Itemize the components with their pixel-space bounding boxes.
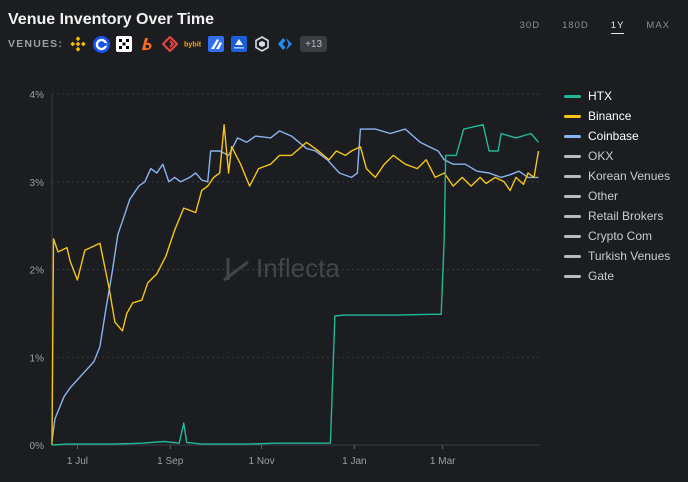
more-venues-badge[interactable]: +13 [300,36,328,52]
legend-item-retail-brokers[interactable]: Retail Brokers [564,206,670,226]
legend-swatch [564,94,581,98]
legend-swatch [564,154,581,158]
legend-item-other[interactable]: Other [564,186,670,206]
upbit-icon[interactable] [230,35,248,53]
page-title: Venue Inventory Over Time [8,11,215,28]
legend-item-okx[interactable]: OKX [564,146,670,166]
legend-label: OKX [588,149,614,163]
legend-label: HTX [588,89,612,103]
x-tick-label: 1 Jan [342,456,366,467]
binance-icon[interactable] [69,35,87,53]
bitget-icon[interactable] [138,35,156,53]
legend-swatch [564,114,581,118]
legend-item-htx[interactable]: HTX [564,86,670,106]
chart-legend: HTX Binance Coinbase OKX Korean Venues O… [564,86,670,286]
legend-swatch [564,174,581,178]
coinbase-icon[interactable] [92,35,110,53]
venues-row: VENUES: bybit +13 [8,35,328,53]
inflecta-logo-icon [223,257,249,281]
range-tab-max[interactable]: MAX [646,20,670,31]
range-tab-180d[interactable]: 180D [562,20,589,31]
range-tabs: 30D 180D 1Y MAX [498,20,670,34]
legend-label: Binance [588,109,632,123]
cryptocom-icon[interactable] [253,35,271,53]
y-tick-label: 2% [30,266,45,277]
watermark-text: Inflecta [256,253,340,283]
x-tick-label: 1 Mar [430,456,456,467]
legend-swatch [564,234,581,238]
legend-swatch [564,274,581,278]
legend-item-coinbase[interactable]: Coinbase [564,126,670,146]
legend-swatch [564,254,581,258]
svg-text:bybit: bybit [184,40,202,49]
bybit-icon[interactable]: bybit [184,35,202,53]
bitbank-icon[interactable] [207,35,225,53]
series-line-coinbase [51,128,539,441]
legend-swatch [564,194,581,198]
legend-label: Coinbase [588,129,639,143]
range-tab-30d[interactable]: 30D [519,20,541,31]
y-tick-label: 3% [30,178,45,189]
x-tick-label: 1 Sep [157,456,184,467]
legend-label: Gate [588,269,615,283]
kucoin-icon[interactable] [276,35,294,53]
y-tick-label: 4% [30,90,45,101]
legend-item-korean-venues[interactable]: Korean Venues [564,166,670,186]
x-tick-label: 1 Nov [249,456,275,467]
legend-item-gate[interactable]: Gate [564,266,670,286]
legend-label: Retail Brokers [588,209,664,223]
legend-swatch [564,134,581,138]
venues-label: VENUES: [8,38,64,50]
watermark: Inflecta [222,253,340,284]
legend-label: Turkish Venues [588,249,671,263]
legend-label: Crypto Com [588,229,653,243]
x-tick-label: 1 Jul [67,456,88,467]
y-tick-label: 1% [30,353,45,364]
legend-label: Other [588,189,619,203]
legend-item-crypto-com[interactable]: Crypto Com [564,226,670,246]
legend-label: Korean Venues [588,169,671,183]
range-tab-1y[interactable]: 1Y [610,20,625,34]
legend-item-turkish-venues[interactable]: Turkish Venues [564,246,670,266]
series-line-binance [51,124,540,446]
gate-icon[interactable] [161,35,179,53]
okx-icon[interactable] [115,35,133,53]
series-line-htx [51,124,540,446]
legend-item-binance[interactable]: Binance [564,106,670,126]
legend-swatch [564,214,581,218]
y-tick-label: 0% [30,441,45,452]
